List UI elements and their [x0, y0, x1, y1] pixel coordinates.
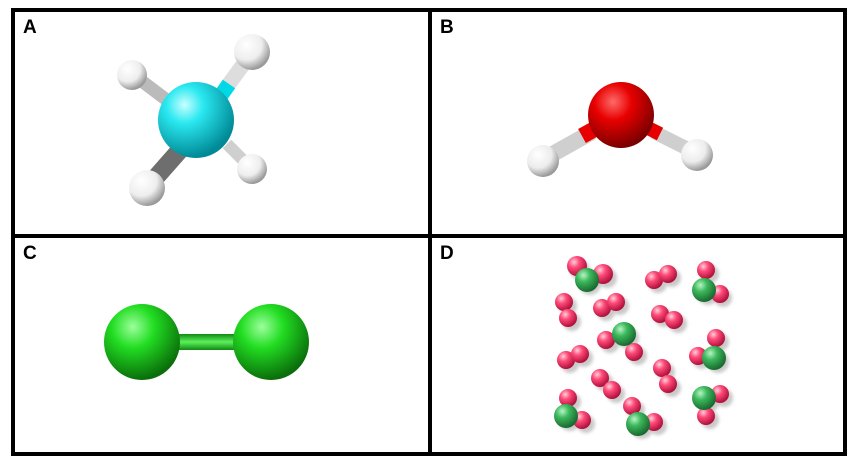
green-atom-d-5 — [554, 404, 578, 428]
pink-atom-d-9 — [593, 299, 611, 317]
pink-atom-d-13 — [597, 331, 615, 349]
pink-atom-d-20 — [659, 375, 677, 393]
hydrogen-atom-b-1 — [527, 145, 559, 177]
pink-atom-d-18 — [571, 345, 589, 363]
pink-atom-d-23 — [559, 389, 577, 407]
panel-c-label: C — [23, 243, 37, 264]
molecule-a-diagram — [117, 34, 270, 206]
molecule-panel-grid: A — [11, 8, 847, 456]
pink-atom-d-21 — [591, 369, 609, 387]
pink-atom-d-11 — [651, 305, 669, 323]
green-atom-d-3 — [612, 322, 636, 346]
green-atom-d-1 — [575, 268, 599, 292]
pink-atom-d-14 — [625, 343, 643, 361]
panel-c: C — [15, 238, 428, 452]
panel-b: B — [432, 12, 843, 234]
green-atom-d-7 — [692, 386, 716, 410]
pink-atom-d-5 — [697, 261, 715, 279]
chlorine-atom-c-2 — [233, 304, 309, 380]
pink-atom-d-8 — [559, 309, 577, 327]
molecule-d-diagram — [554, 256, 733, 439]
pink-atom-d-4 — [659, 265, 677, 283]
pink-atom-d-3 — [645, 271, 663, 289]
panel-a-label: A — [23, 17, 37, 38]
oxygen-atom-b — [588, 82, 654, 148]
molecule-b-diagram — [527, 82, 713, 177]
pink-atom-d-17 — [557, 351, 575, 369]
pink-atom-d-28 — [697, 407, 715, 425]
chlorine-atom-c-1 — [104, 304, 180, 380]
panel-d: D — [432, 238, 843, 452]
panel-a: A — [15, 12, 428, 234]
green-atom-d-4 — [702, 346, 726, 370]
pink-atom-d-15 — [707, 329, 725, 347]
pink-atom-d-19 — [653, 359, 671, 377]
hydrogen-atom-a-1 — [117, 60, 147, 90]
molecule-c-diagram — [104, 304, 309, 380]
hydrogen-atom-a-4 — [237, 154, 267, 184]
pink-atom-d-22 — [603, 381, 621, 399]
pink-atom-d-25 — [623, 397, 641, 415]
pink-atom-d-12 — [665, 311, 683, 329]
green-atom-d-6 — [626, 412, 650, 436]
panel-b-label: B — [440, 17, 454, 38]
carbon-atom-a — [158, 82, 234, 158]
pink-atom-d-10 — [607, 293, 625, 311]
pink-atom-d-7 — [555, 293, 573, 311]
panel-d-label: D — [440, 243, 454, 264]
hydrogen-atom-b-2 — [681, 139, 713, 171]
hydrogen-atom-a-3 — [129, 170, 165, 206]
hydrogen-atom-a-2 — [234, 34, 270, 70]
green-atom-d-2 — [692, 278, 716, 302]
